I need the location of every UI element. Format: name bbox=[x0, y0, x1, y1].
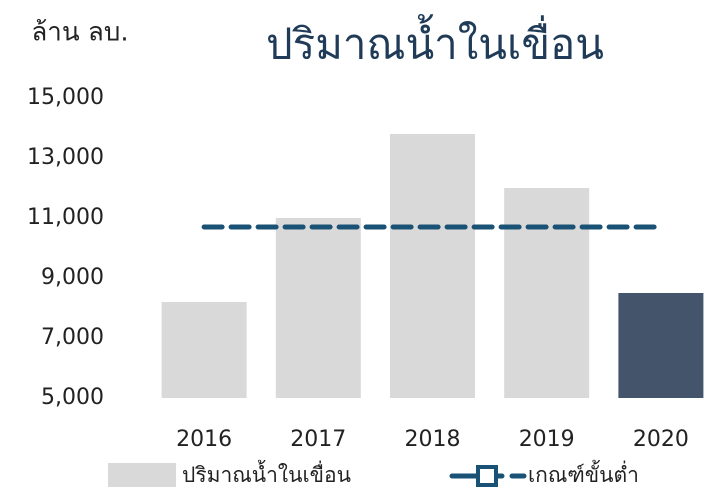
y-tick-label: 15,000 bbox=[27, 85, 104, 110]
x-tick-label: 2020 bbox=[633, 427, 689, 452]
y-axis-label: ล้าน ลบ. bbox=[31, 18, 128, 48]
bar bbox=[504, 188, 590, 398]
legend-label: เกณฑ์ขั้นต่ำ bbox=[528, 460, 639, 487]
legend-swatch bbox=[108, 463, 176, 487]
x-tick-label: 2017 bbox=[290, 427, 346, 452]
chart-title: ปริมาณน้ำในเขื่อน bbox=[266, 14, 604, 69]
y-tick-label: 9,000 bbox=[41, 265, 104, 290]
x-tick-label: 2019 bbox=[519, 427, 575, 452]
bar bbox=[161, 302, 247, 398]
bar bbox=[618, 293, 704, 398]
y-tick-label: 11,000 bbox=[27, 205, 104, 230]
y-tick-label: 5,000 bbox=[41, 385, 104, 410]
legend-label: ปริมาณน้ำในเขื่อน bbox=[182, 460, 351, 487]
y-tick-label: 13,000 bbox=[27, 145, 104, 170]
bar bbox=[390, 134, 475, 398]
x-tick-label: 2018 bbox=[405, 427, 461, 452]
legend-marker bbox=[476, 465, 498, 487]
bar bbox=[275, 218, 361, 398]
y-tick-label: 7,000 bbox=[41, 325, 104, 350]
x-tick-label: 2016 bbox=[176, 427, 232, 452]
